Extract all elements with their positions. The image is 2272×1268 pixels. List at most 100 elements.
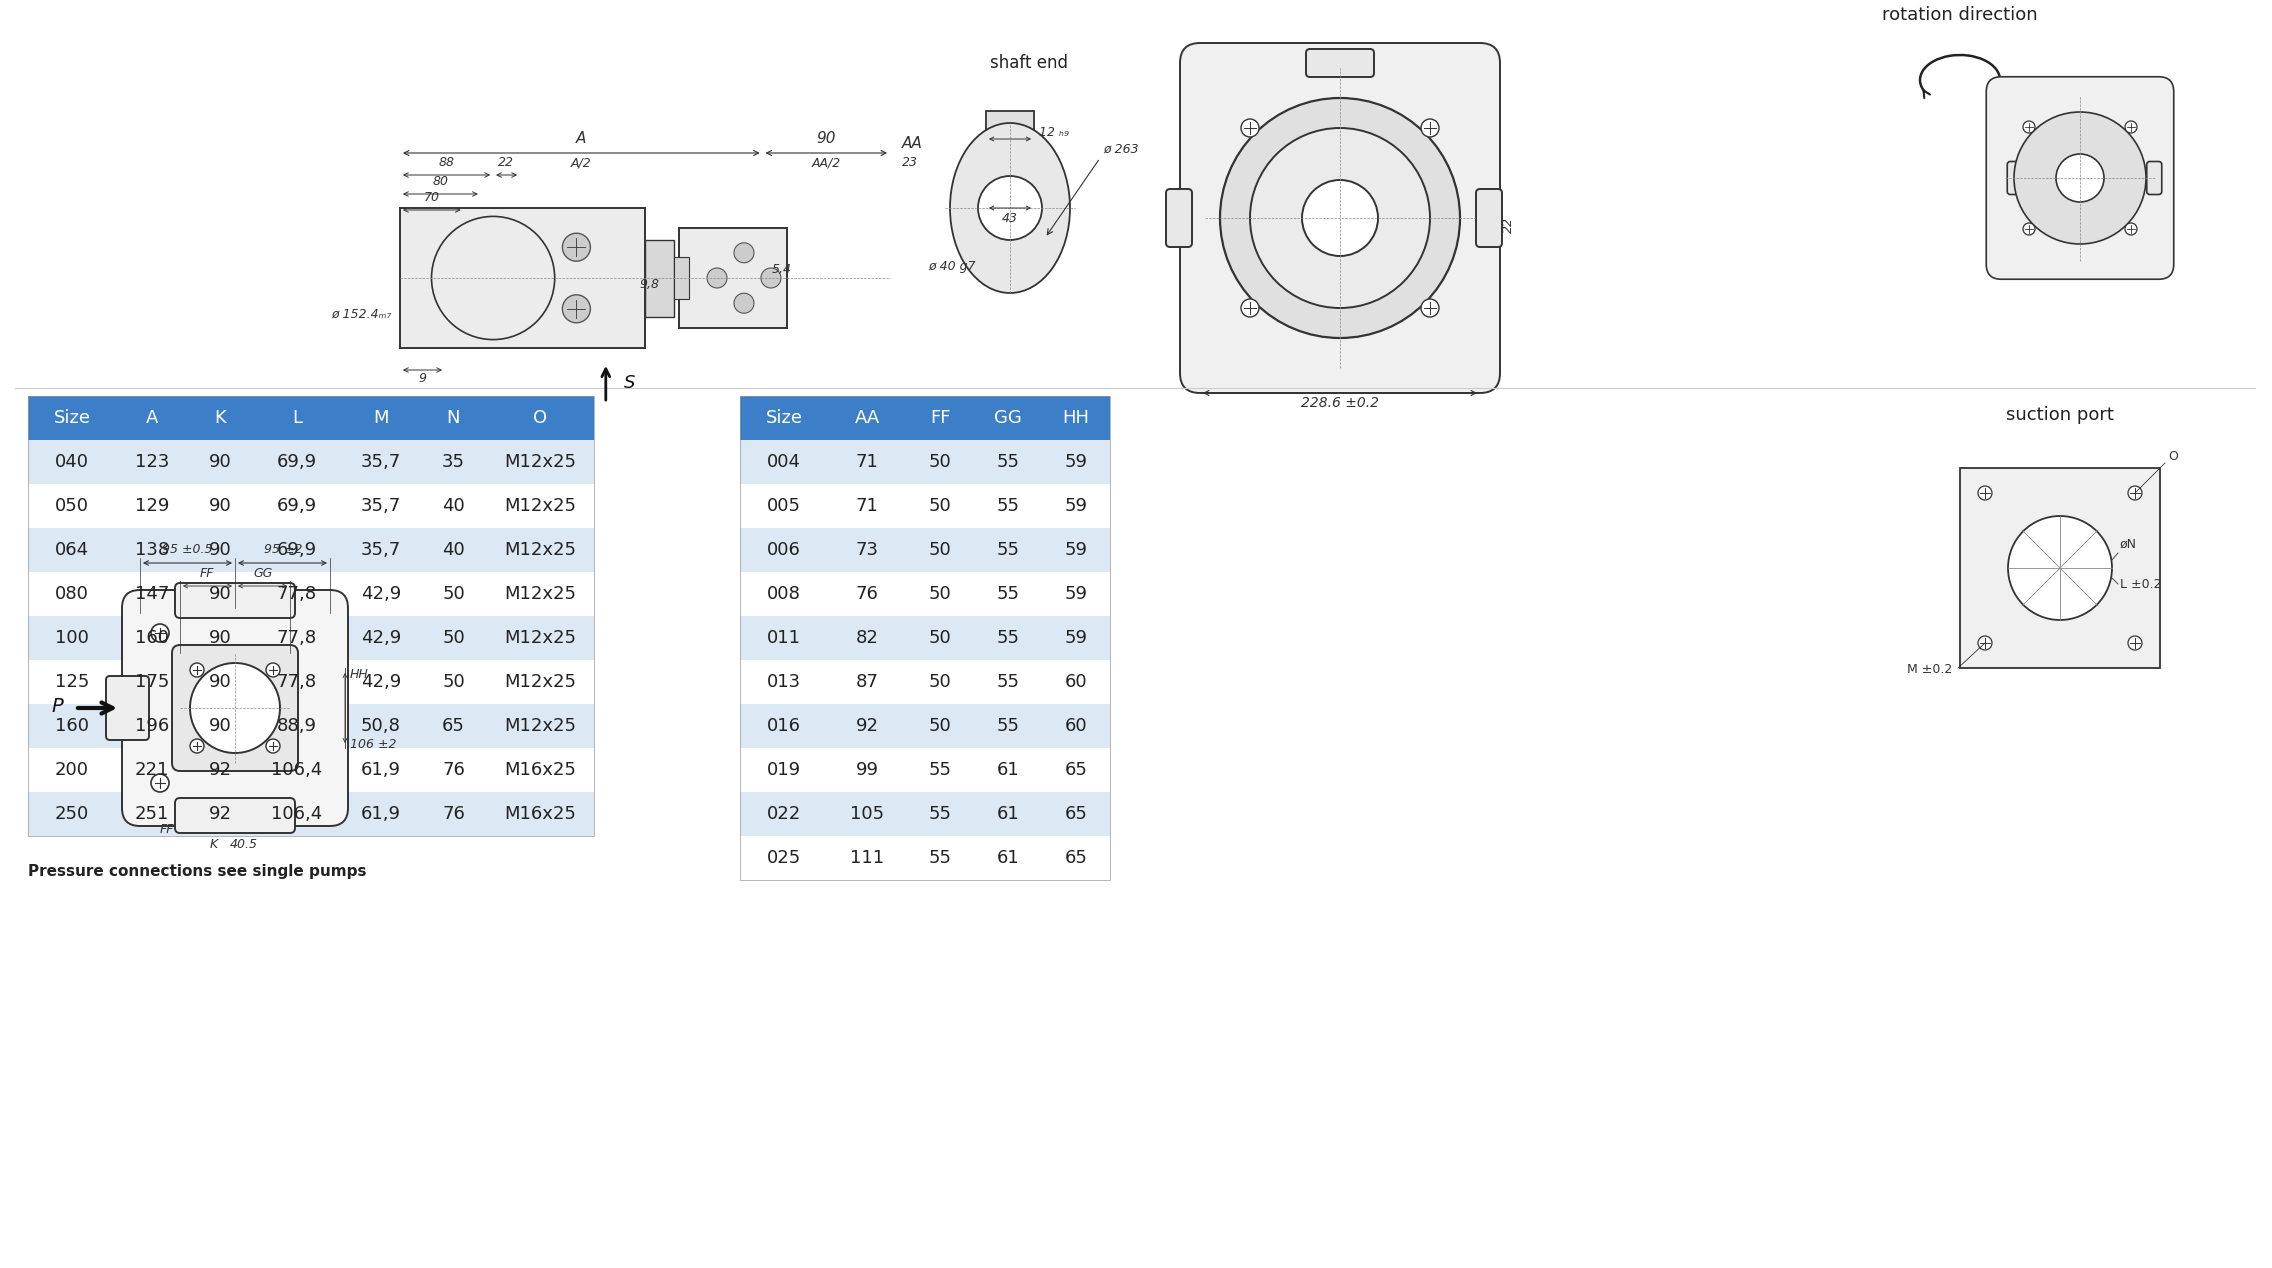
Bar: [741, 836, 827, 880]
Bar: [341, 616, 420, 661]
Circle shape: [191, 663, 204, 677]
Bar: [116, 484, 189, 527]
Bar: [975, 836, 1043, 880]
Text: 35,7: 35,7: [361, 541, 402, 559]
Bar: [27, 396, 593, 836]
Text: 160: 160: [134, 629, 168, 647]
Text: 69,9: 69,9: [277, 541, 318, 559]
Bar: [741, 572, 827, 616]
Bar: [27, 748, 116, 792]
Bar: [741, 440, 827, 484]
Bar: [27, 396, 116, 440]
Text: M12x25: M12x25: [504, 716, 577, 735]
Bar: [827, 748, 907, 792]
Bar: [252, 792, 341, 836]
Text: 76: 76: [443, 761, 466, 779]
Text: 251: 251: [134, 805, 168, 823]
Text: AA: AA: [854, 410, 879, 427]
Bar: [975, 748, 1043, 792]
Text: 006: 006: [768, 541, 802, 559]
Text: 050: 050: [55, 497, 89, 515]
Text: 99: 99: [857, 761, 879, 779]
Text: EIPH6: EIPH6: [27, 399, 120, 429]
Text: 60: 60: [1066, 673, 1088, 691]
Bar: [827, 836, 907, 880]
Bar: [907, 748, 975, 792]
Bar: [827, 792, 907, 836]
Circle shape: [1420, 119, 1438, 137]
Text: 80: 80: [432, 175, 448, 188]
Text: GG: GG: [254, 567, 273, 579]
Bar: [975, 527, 1043, 572]
Text: 200: 200: [55, 761, 89, 779]
Bar: [907, 792, 975, 836]
Circle shape: [2124, 120, 2138, 133]
Bar: [341, 572, 420, 616]
Text: 59: 59: [1066, 541, 1088, 559]
Text: 65: 65: [443, 716, 466, 735]
Text: M12x25: M12x25: [504, 585, 577, 604]
Text: HH: HH: [350, 668, 368, 681]
Text: 080: 080: [55, 585, 89, 604]
Text: 61: 61: [997, 850, 1020, 867]
Bar: [1043, 704, 1111, 748]
Bar: [827, 396, 907, 440]
Text: 106,4: 106,4: [270, 761, 323, 779]
Text: 50: 50: [443, 629, 466, 647]
Text: S: S: [625, 374, 636, 392]
Bar: [341, 661, 420, 704]
FancyBboxPatch shape: [2147, 161, 2161, 194]
Bar: [116, 440, 189, 484]
Text: K: K: [214, 410, 227, 427]
Text: M12x25: M12x25: [504, 497, 577, 515]
Bar: [189, 792, 252, 836]
Text: 95 ±2: 95 ±2: [264, 543, 302, 555]
Bar: [341, 484, 420, 527]
Text: 50: 50: [929, 673, 952, 691]
Bar: [1043, 396, 1111, 440]
Bar: [827, 484, 907, 527]
Circle shape: [150, 773, 168, 792]
Text: 111: 111: [850, 850, 884, 867]
Bar: [907, 836, 975, 880]
Text: 12 ₕ₉: 12 ₕ₉: [1038, 126, 1070, 139]
Bar: [1043, 836, 1111, 880]
Text: 59: 59: [1066, 629, 1088, 647]
Bar: [1043, 440, 1111, 484]
Text: M16x25: M16x25: [504, 805, 575, 823]
Bar: [486, 572, 593, 616]
Text: 50: 50: [929, 629, 952, 647]
Bar: [486, 792, 593, 836]
Text: 90: 90: [816, 131, 836, 146]
Bar: [189, 484, 252, 527]
Text: 019: 019: [768, 761, 802, 779]
Bar: [827, 661, 907, 704]
Bar: [189, 616, 252, 661]
Bar: [27, 616, 116, 661]
Circle shape: [150, 624, 168, 642]
Text: 55: 55: [929, 805, 952, 823]
Text: HH: HH: [1063, 410, 1091, 427]
Text: 55: 55: [997, 585, 1020, 604]
Bar: [1043, 748, 1111, 792]
Bar: [907, 396, 975, 440]
Bar: [27, 527, 116, 572]
Text: 40.5: 40.5: [229, 838, 259, 851]
Text: 55: 55: [997, 629, 1020, 647]
Bar: [1043, 527, 1111, 572]
Circle shape: [734, 242, 754, 262]
Text: 250: 250: [55, 805, 89, 823]
Text: 100: 100: [55, 629, 89, 647]
Text: 013: 013: [768, 673, 802, 691]
Text: shaft end: shaft end: [991, 55, 1068, 72]
Text: 82: 82: [857, 629, 879, 647]
Bar: [975, 616, 1043, 661]
Bar: [420, 484, 486, 527]
Bar: [486, 484, 593, 527]
Text: 022: 022: [768, 805, 802, 823]
Bar: [975, 792, 1043, 836]
Bar: [1961, 468, 2161, 668]
Text: 90: 90: [209, 673, 232, 691]
Text: 76: 76: [443, 805, 466, 823]
Text: M ±0.2: M ±0.2: [1906, 663, 1952, 676]
